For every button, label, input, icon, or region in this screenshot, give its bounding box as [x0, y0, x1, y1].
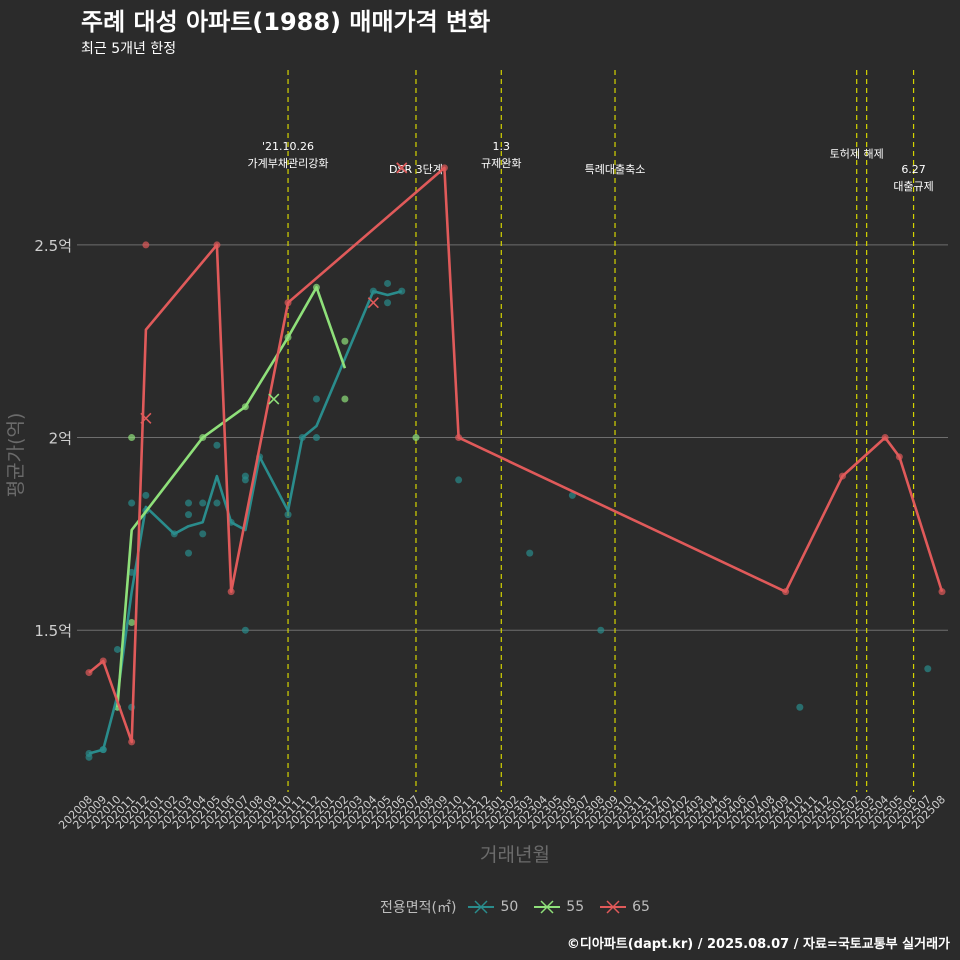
- x-axis-title: 거래년월: [480, 844, 550, 866]
- annotation-label: 6.27: [901, 163, 926, 176]
- legend-label-55: 55: [566, 899, 585, 915]
- data-point-50: [597, 626, 605, 634]
- annotation-label: 가계부채관리강화: [248, 157, 329, 170]
- cross-markers: [140, 162, 408, 424]
- data-point-55: [128, 618, 136, 626]
- data-point-55: [341, 337, 349, 345]
- event-lines: [287, 70, 915, 792]
- cross-marker-55: [268, 393, 280, 405]
- grid-lines: [77, 244, 948, 631]
- data-point-50: [142, 491, 150, 499]
- legend-title: 전용면적(㎡): [380, 900, 457, 916]
- annotation-label: 1.3: [493, 140, 511, 153]
- x-axis: 2020082020092020102020112020122021012021…: [56, 793, 948, 832]
- data-point-50: [128, 499, 136, 507]
- data-point-65: [142, 241, 150, 249]
- cross-stroke: [140, 412, 152, 424]
- data-point-50: [284, 511, 292, 519]
- legend-entry-55[interactable]: 55: [532, 897, 584, 917]
- legend: 전용면적(㎡) 50 55 65: [380, 897, 664, 917]
- data-point-50: [213, 499, 221, 507]
- annotation-label: 토허제 해제: [830, 146, 884, 160]
- chart-title: 주례 대성 아파트(1988) 매매가격 변화: [81, 8, 491, 36]
- y-axis-title: 평균가(억): [5, 413, 27, 498]
- chart-subtitle: 최근 5개년 한정: [81, 41, 177, 57]
- series-line-55: [116, 286, 347, 708]
- data-point-50: [199, 530, 207, 538]
- data-points: [85, 164, 946, 761]
- legend-entry-65[interactable]: 65: [598, 897, 650, 917]
- data-point-50: [526, 549, 534, 557]
- data-point-50: [924, 665, 932, 673]
- data-point-50: [185, 549, 193, 557]
- cross-marker-65: [140, 412, 152, 424]
- data-point-50: [241, 626, 249, 634]
- legend-key-55-icon: [534, 900, 561, 914]
- annotation-label: 특례대출축소: [585, 163, 646, 176]
- annotation-label: 대출규제: [893, 180, 933, 193]
- data-point-55: [128, 434, 136, 442]
- data-point-50: [312, 434, 320, 442]
- series-lines: [88, 166, 944, 755]
- data-point-50: [312, 395, 320, 403]
- cross-stroke: [367, 297, 379, 309]
- cross-stroke: [268, 393, 280, 405]
- data-point-50: [199, 499, 207, 507]
- series-line-65: [88, 166, 944, 744]
- data-point-50: [384, 279, 392, 287]
- legend-key-65-icon: [600, 900, 627, 914]
- data-point-55: [412, 434, 420, 442]
- annotation-label: 규제완화: [481, 157, 521, 170]
- y-axis: 1.5억 2억 2.5억: [34, 237, 72, 640]
- cross-marker-65: [367, 297, 379, 309]
- data-point-50: [241, 472, 249, 480]
- legend-key-50-icon: [468, 900, 495, 914]
- annotation-label: DSR 3단계: [389, 163, 443, 176]
- series-line-50: [88, 289, 403, 755]
- y-tick-label: 2억: [49, 430, 72, 448]
- data-point-50: [384, 299, 392, 307]
- legend-entry-50[interactable]: 50: [466, 897, 518, 917]
- data-point-50: [455, 476, 463, 484]
- y-tick-label: 2.5억: [34, 237, 72, 255]
- cross-stroke: [396, 162, 408, 174]
- source-caption: ©디아파트(dapt.kr) / 2025.08.07 / 자료=국토교통부 실…: [566, 937, 950, 952]
- annotation-label: '21.10.26: [262, 140, 314, 153]
- legend-label-65: 65: [632, 899, 650, 915]
- data-point-50: [796, 703, 804, 711]
- y-tick-label: 1.5억: [34, 622, 72, 640]
- legend-label-50: 50: [500, 899, 519, 915]
- cross-marker-65: [396, 162, 408, 174]
- data-point-50: [185, 511, 193, 519]
- event-annotations: '21.10.26 가계부채관리강화 DSR 3단계 1.3 규제완화 특례대출축소 토허제…: [248, 140, 934, 193]
- data-point-55: [341, 395, 349, 403]
- data-point-50: [113, 645, 121, 653]
- data-point-50: [568, 491, 576, 499]
- data-point-50: [213, 441, 221, 449]
- data-point-50: [185, 499, 193, 507]
